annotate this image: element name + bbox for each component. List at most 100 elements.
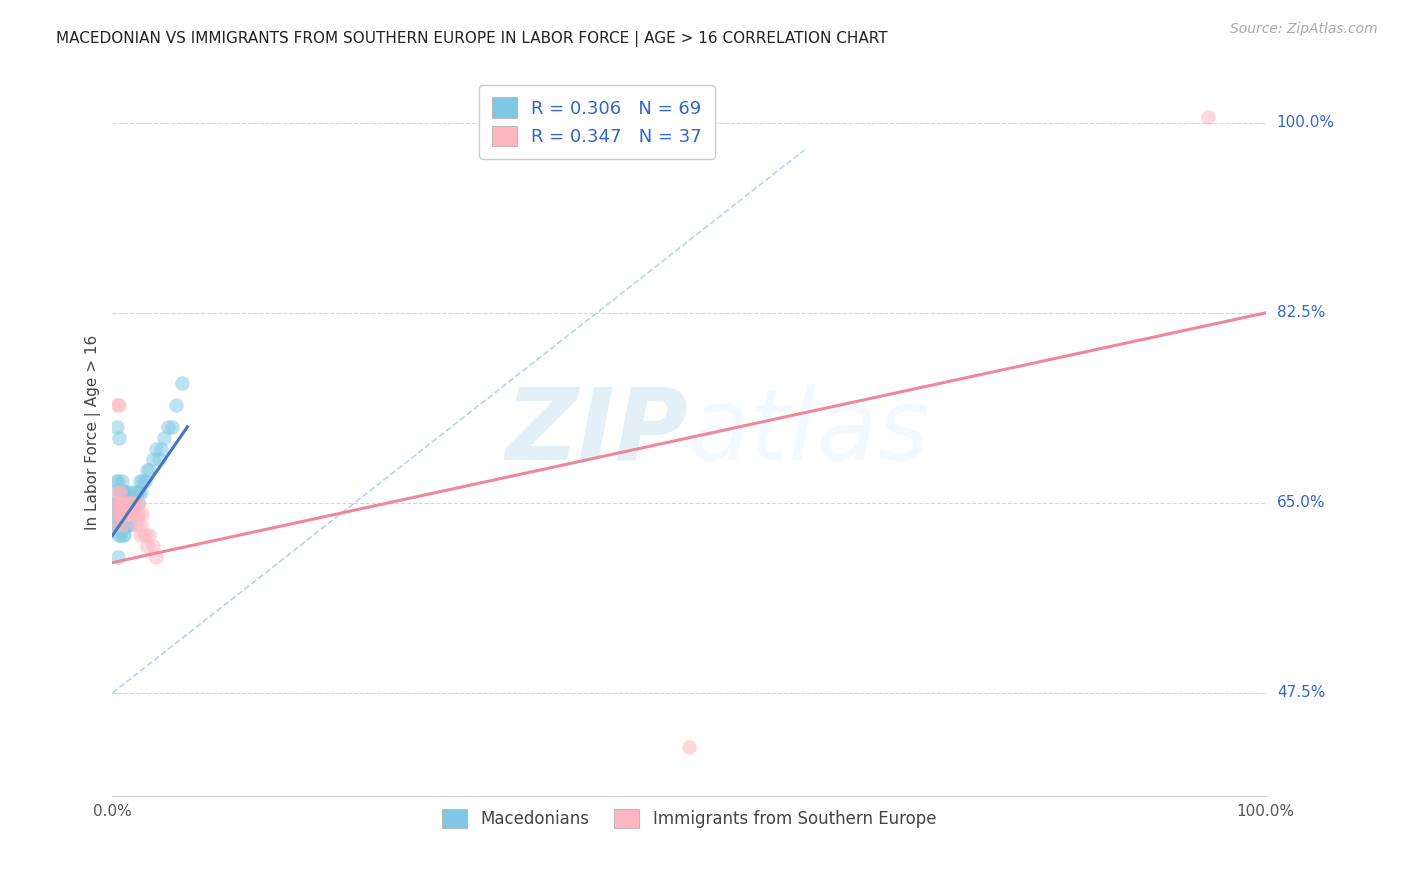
Point <box>129 528 152 542</box>
Point <box>104 485 127 500</box>
Point <box>124 507 146 521</box>
Point <box>108 496 131 510</box>
Point <box>107 507 129 521</box>
Point <box>120 507 142 521</box>
Point <box>115 507 138 521</box>
Point <box>108 496 131 510</box>
Point <box>111 517 134 532</box>
Point <box>131 507 153 521</box>
Point <box>107 550 129 565</box>
Point <box>129 474 152 488</box>
Point <box>124 496 146 510</box>
Point <box>108 431 131 445</box>
Point <box>112 485 135 500</box>
Point <box>105 398 128 412</box>
Point <box>121 496 143 510</box>
Text: atlas: atlas <box>689 384 931 481</box>
Point <box>110 507 132 521</box>
Point <box>111 507 134 521</box>
Point <box>128 485 150 500</box>
Point <box>122 496 145 510</box>
Text: Source: ZipAtlas.com: Source: ZipAtlas.com <box>1230 22 1378 37</box>
Point <box>122 507 145 521</box>
Point <box>107 528 129 542</box>
Point <box>105 496 128 510</box>
Point <box>156 420 179 434</box>
Point <box>111 517 134 532</box>
Point <box>153 431 176 445</box>
Point <box>117 496 139 510</box>
Point <box>128 496 150 510</box>
Point <box>110 517 132 532</box>
Point <box>129 517 152 532</box>
Point <box>105 507 128 521</box>
Point <box>112 507 135 521</box>
Point <box>110 485 132 500</box>
Point <box>107 485 129 500</box>
Point <box>110 496 132 510</box>
Point <box>111 517 134 532</box>
Point <box>111 474 134 488</box>
Point <box>162 420 184 434</box>
Point <box>124 485 146 500</box>
Point <box>120 507 142 521</box>
Point <box>108 398 131 412</box>
Point <box>136 463 159 477</box>
Point <box>111 485 134 500</box>
Point <box>108 517 131 532</box>
Point <box>112 517 135 532</box>
Point <box>104 517 127 532</box>
Point <box>114 517 136 532</box>
Point <box>115 517 138 532</box>
Point <box>105 420 128 434</box>
Point <box>105 517 128 532</box>
Point <box>117 485 139 500</box>
Point <box>107 496 129 510</box>
Point <box>121 496 143 510</box>
Point <box>104 474 127 488</box>
Point <box>107 474 129 488</box>
Text: 100.0%: 100.0% <box>1277 115 1334 130</box>
Point <box>138 528 160 542</box>
Point <box>105 517 128 532</box>
Point <box>111 496 134 510</box>
Point <box>111 496 134 510</box>
Point <box>165 398 187 412</box>
Point <box>127 507 149 521</box>
Point <box>111 496 134 510</box>
Point <box>170 376 193 391</box>
Text: MACEDONIAN VS IMMIGRANTS FROM SOUTHERN EUROPE IN LABOR FORCE | AGE > 16 CORRELAT: MACEDONIAN VS IMMIGRANTS FROM SOUTHERN E… <box>56 31 887 47</box>
Point <box>136 539 159 553</box>
Point <box>118 496 141 510</box>
Text: 47.5%: 47.5% <box>1277 685 1324 700</box>
Point <box>112 507 135 521</box>
Point <box>117 507 139 521</box>
Point <box>149 442 172 456</box>
Point <box>129 485 152 500</box>
Point <box>148 452 170 467</box>
Point <box>115 496 138 510</box>
Point <box>678 740 700 755</box>
Point <box>117 507 139 521</box>
Point <box>104 496 127 510</box>
Point <box>110 507 132 521</box>
Point <box>134 528 156 542</box>
Point <box>118 517 141 532</box>
Point <box>127 496 149 510</box>
Legend: Macedonians, Immigrants from Southern Europe: Macedonians, Immigrants from Southern Eu… <box>436 803 943 835</box>
Point <box>107 517 129 532</box>
Point <box>110 485 132 500</box>
Point <box>131 474 153 488</box>
Point <box>145 442 167 456</box>
Point <box>114 507 136 521</box>
Point <box>1197 111 1219 125</box>
Point <box>138 463 160 477</box>
Point <box>124 496 146 510</box>
Point <box>112 528 135 542</box>
Point <box>145 550 167 565</box>
Point <box>111 496 134 510</box>
Point <box>114 485 136 500</box>
Point <box>117 517 139 532</box>
Point <box>104 507 127 521</box>
Point <box>142 452 165 467</box>
